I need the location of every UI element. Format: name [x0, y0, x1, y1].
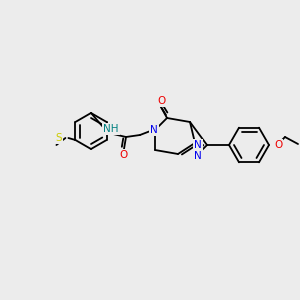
- Text: N: N: [194, 151, 202, 161]
- Text: O: O: [274, 140, 282, 150]
- Text: S: S: [56, 133, 62, 143]
- Text: O: O: [157, 96, 165, 106]
- Text: N: N: [150, 125, 158, 135]
- Text: O: O: [120, 150, 128, 160]
- Text: N: N: [194, 140, 202, 150]
- Text: NH: NH: [103, 124, 119, 134]
